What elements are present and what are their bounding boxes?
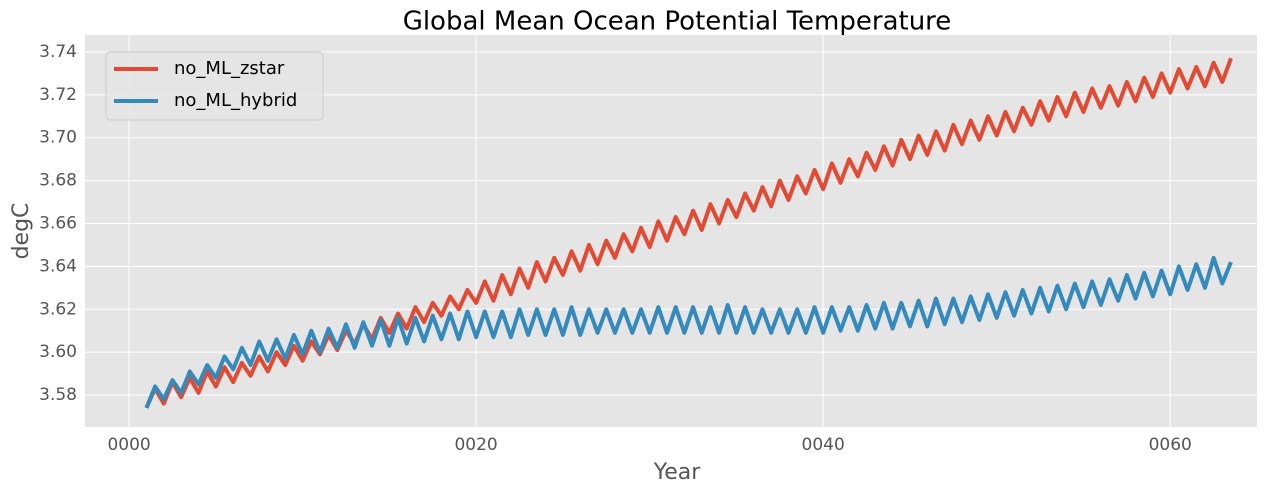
legend-label: no_ML_zstar xyxy=(174,58,285,79)
x-tick-label: 0040 xyxy=(802,435,845,455)
y-tick-label: 3.72 xyxy=(39,85,77,105)
legend: no_ML_zstar no_ML_hybrid xyxy=(105,51,324,121)
y-tick-label: 3.66 xyxy=(39,213,77,233)
y-tick-label: 3.70 xyxy=(39,128,77,148)
x-axis-label: Year xyxy=(653,460,702,485)
x-tick-label: 0020 xyxy=(454,435,497,455)
x-tick-label: 0000 xyxy=(107,435,150,455)
lines xyxy=(144,57,1233,409)
legend-label: no_ML_hybrid xyxy=(174,90,297,111)
y-tick-label: 3.64 xyxy=(39,256,77,276)
y-tick-label: 3.60 xyxy=(39,342,77,362)
data-line xyxy=(144,255,1233,409)
y-axis-label: degC xyxy=(9,203,34,260)
y-tick-label: 3.62 xyxy=(39,299,77,319)
y-tick-label: 3.58 xyxy=(39,385,77,405)
y-tick-label: 3.74 xyxy=(39,42,77,62)
chart-title: Global Mean Ocean Potential Temperature xyxy=(403,7,952,37)
y-tick-label: 3.68 xyxy=(39,171,77,191)
x-tick-label: 0060 xyxy=(1149,435,1192,455)
legend-box xyxy=(105,51,324,121)
